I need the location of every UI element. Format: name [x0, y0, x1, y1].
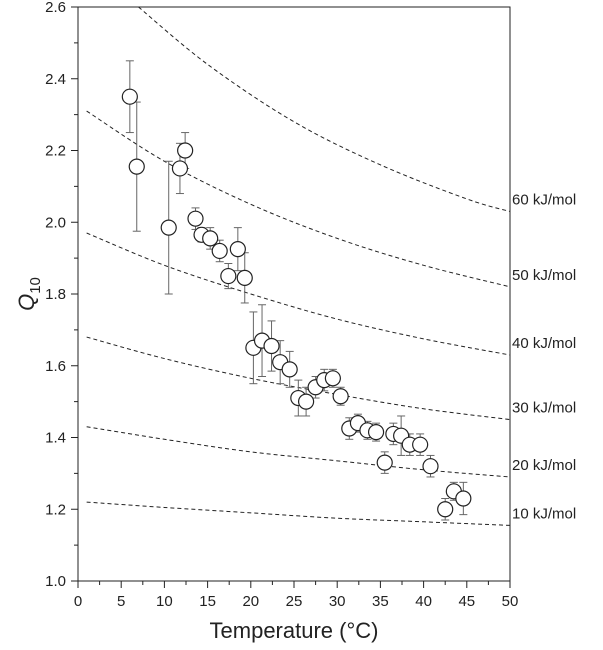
- y-tick-label: 2.0: [45, 214, 66, 231]
- y-axis-title-subscript: 10: [27, 277, 44, 294]
- data-points: [121, 88, 472, 518]
- curve-2: [86, 232, 511, 356]
- data-point: [211, 242, 228, 260]
- data-point: [121, 88, 138, 105]
- curve-label: 40 kJ/mol: [512, 335, 576, 352]
- curve-4: [86, 426, 511, 478]
- y-tick-label: 1.6: [45, 358, 66, 375]
- data-point: [437, 501, 454, 518]
- y-tick-label: 1.4: [45, 430, 66, 447]
- y-tick-label: 2.6: [45, 0, 66, 16]
- data-point: [236, 269, 253, 286]
- x-axis-title: Temperature (°C): [210, 618, 379, 643]
- curve-5: [86, 501, 511, 526]
- curve-1: [86, 110, 511, 288]
- data-point: [297, 393, 315, 410]
- data-point: [229, 241, 246, 258]
- y-tick-label: 2.2: [45, 143, 66, 160]
- data-point: [281, 361, 298, 378]
- data-point: [128, 158, 145, 175]
- data-point: [171, 160, 189, 177]
- data-point: [367, 424, 385, 441]
- x-tick-label: 10: [156, 593, 173, 610]
- x-tick-label: 50: [502, 593, 519, 610]
- y-axis-title: Q10: [14, 277, 44, 311]
- x-tick-label: 15: [199, 593, 216, 610]
- y-axis-title-main: Q: [14, 294, 39, 311]
- data-point: [187, 210, 204, 227]
- data-point: [177, 142, 194, 159]
- x-tick-label: 5: [117, 593, 125, 610]
- x-tick-label: 25: [286, 593, 303, 610]
- x-tick-label: 35: [372, 593, 389, 610]
- data-point: [160, 219, 177, 236]
- axis-ticks: 0 5 10 15 20 25 30 35 40 45 50 1.0 1.2 1.4 1.6 1.8 2.0 2.…: [45, 0, 518, 610]
- y-tick-label: 1.0: [45, 573, 66, 590]
- activation-energy-curves: [86, 6, 511, 526]
- data-point: [376, 454, 393, 471]
- data-point: [324, 370, 341, 387]
- y-tick-label: 1.2: [45, 501, 66, 518]
- curve-label: 10 kJ/mol: [512, 505, 576, 522]
- x-tick-label: 40: [415, 593, 432, 610]
- x-tick-label: 0: [74, 593, 82, 610]
- curve-labels: 60 kJ/mol 50 kJ/mol 40 kJ/mol 30 kJ/mol 20 k…: [512, 191, 576, 522]
- data-point: [422, 458, 439, 475]
- plot-frame: [77, 6, 511, 582]
- curve-label: 30 kJ/mol: [512, 400, 576, 417]
- curve-label: 50 kJ/mol: [512, 267, 576, 284]
- curve-0: [138, 6, 511, 212]
- curve-label: 60 kJ/mol: [512, 191, 576, 208]
- curve-label: 20 kJ/mol: [512, 457, 576, 474]
- y-tick-label: 1.8: [45, 286, 66, 303]
- data-point: [220, 267, 237, 285]
- data-point: [455, 490, 472, 507]
- x-tick-label: 30: [329, 593, 346, 610]
- data-point: [332, 388, 349, 405]
- data-point: [412, 436, 429, 453]
- x-tick-label: 45: [458, 593, 475, 610]
- data-point: [263, 337, 280, 355]
- x-tick-label: 20: [242, 593, 259, 610]
- data-point: [202, 230, 219, 247]
- y-tick-label: 2.4: [45, 71, 66, 88]
